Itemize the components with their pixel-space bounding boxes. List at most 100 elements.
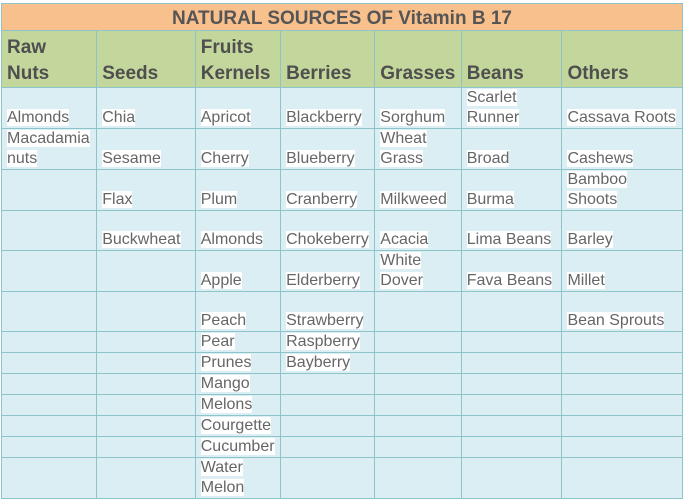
table-cell xyxy=(374,394,462,416)
table-cell xyxy=(0,436,98,458)
table-cell xyxy=(280,373,376,395)
table-cell: Pear xyxy=(194,331,282,353)
table-cell: Sorghum xyxy=(374,87,462,129)
table-cell xyxy=(96,331,196,353)
table-cell: Prunes xyxy=(194,352,282,374)
table-cell: Milkweed xyxy=(374,169,462,211)
table-cell xyxy=(561,436,683,458)
table-cell xyxy=(280,415,376,437)
table-cell: Cassava Roots xyxy=(561,87,683,129)
table-cell: Burma xyxy=(460,169,563,211)
table-cell: Acacia xyxy=(374,210,462,251)
cell-text: Broad xyxy=(466,150,510,167)
table-cell xyxy=(460,436,563,458)
table-cell: Blackberry xyxy=(280,87,376,129)
table-cell: Flax xyxy=(96,169,196,211)
cell-text: Apricot xyxy=(200,109,251,126)
table-cell: Bamboo Shoots xyxy=(561,169,683,211)
cell-text: Raspberry xyxy=(286,333,360,350)
cell-text: Burma xyxy=(466,191,514,208)
table-row: Prunes Bayberry xyxy=(0,352,683,374)
cell-text: Plum xyxy=(200,191,238,208)
table-cell: Blueberry xyxy=(280,128,376,170)
table-cell: Bayberry xyxy=(280,352,376,374)
table-cell xyxy=(561,457,683,499)
table-cell xyxy=(280,457,376,499)
table-row: Cucumber xyxy=(0,436,683,458)
table-cell xyxy=(0,210,98,251)
cell-text: Almonds xyxy=(7,109,70,126)
table-cell: Apple xyxy=(194,250,282,292)
table-cell: Cucumber xyxy=(194,436,282,458)
header-beans: Beans xyxy=(460,30,563,88)
table-cell: Cherry xyxy=(194,128,282,170)
table-row: Buckwheat Almonds Chokeberry Acacia Lima Bea… xyxy=(0,210,683,251)
table-cell: Bean Sprouts xyxy=(561,291,683,332)
table-cell xyxy=(0,169,98,211)
table-cell: Scarlet Runner xyxy=(460,87,563,129)
vitamin-b17-table: NATURAL SOURCES OF Vitamin B 17 Raw Nuts… xyxy=(0,3,683,499)
table-cell xyxy=(96,291,196,332)
table-cell xyxy=(0,291,98,332)
table-cell: Strawberry xyxy=(280,291,376,332)
table-cell xyxy=(460,415,563,437)
table-cell xyxy=(561,373,683,395)
cell-text: Almonds xyxy=(200,231,263,248)
table-cell xyxy=(96,394,196,416)
cell-text: Elderberry xyxy=(286,272,360,289)
table-cell xyxy=(280,436,376,458)
table-cell xyxy=(0,352,98,374)
cell-text: Pear xyxy=(200,333,235,350)
table-cell xyxy=(460,373,563,395)
table-cell xyxy=(374,331,462,353)
table-row: Almonds Chia Apricot Blackberry Sorghum Scarl… xyxy=(0,87,683,129)
cell-text: Sesame xyxy=(102,150,161,167)
cell-text: Bayberry xyxy=(286,354,351,371)
table-cell xyxy=(0,394,98,416)
cell-text: Strawberry xyxy=(286,312,364,329)
cell-text: Fava Beans xyxy=(466,272,553,289)
table-cell xyxy=(374,373,462,395)
table-cell xyxy=(280,394,376,416)
table-cell: Wheat Grass xyxy=(374,128,462,170)
table-cell xyxy=(96,436,196,458)
cell-text: Buckwheat xyxy=(102,231,181,248)
cell-text: Cassava Roots xyxy=(567,109,676,126)
table-row: Courgette xyxy=(0,415,683,437)
cell-text: Bamboo Shoots xyxy=(567,171,628,208)
table-cell: Fava Beans xyxy=(460,250,563,292)
table-cell: Peach xyxy=(194,291,282,332)
table-cell: Millet xyxy=(561,250,683,292)
table-cell: Macadamia nuts xyxy=(0,128,98,170)
table-title: NATURAL SOURCES OF Vitamin B 17 xyxy=(1,3,683,31)
cell-text: Prunes xyxy=(200,354,252,371)
cell-text: Cranberry xyxy=(286,191,358,208)
table-cell: Mango xyxy=(194,373,282,395)
table-cell xyxy=(96,352,196,374)
table-cell: Melons xyxy=(194,394,282,416)
cell-text: Cashews xyxy=(567,150,634,167)
cell-text: Water Melon xyxy=(200,459,245,496)
table-row: Apple Elderberry White Dover Fava Beans Mill… xyxy=(0,250,683,292)
table-row: Flax Plum Cranberry Milkweed Burma Bamboo Sho… xyxy=(0,169,683,211)
cell-text: Wheat Grass xyxy=(380,130,427,167)
cell-text: Bean Sprouts xyxy=(567,312,665,329)
table-cell xyxy=(0,250,98,292)
table-cell xyxy=(561,331,683,353)
table-cell: Water Melon xyxy=(194,457,282,499)
table-cell xyxy=(96,415,196,437)
table-cell xyxy=(460,457,563,499)
cell-text: Acacia xyxy=(380,231,429,248)
header-fruits-kernels: Fruits Kernels xyxy=(194,30,282,88)
table-cell: Sesame xyxy=(96,128,196,170)
table-cell xyxy=(561,394,683,416)
cell-text: Mango xyxy=(200,375,250,392)
table-row: Mango xyxy=(0,373,683,395)
table-row: Melons xyxy=(0,394,683,416)
cell-text: Chia xyxy=(102,109,136,126)
cell-text: Apple xyxy=(200,272,242,289)
header-berries: Berries xyxy=(280,30,376,88)
cell-text: Blueberry xyxy=(286,150,355,167)
table-cell: Cranberry xyxy=(280,169,376,211)
header-grasses: Grasses xyxy=(374,30,462,88)
